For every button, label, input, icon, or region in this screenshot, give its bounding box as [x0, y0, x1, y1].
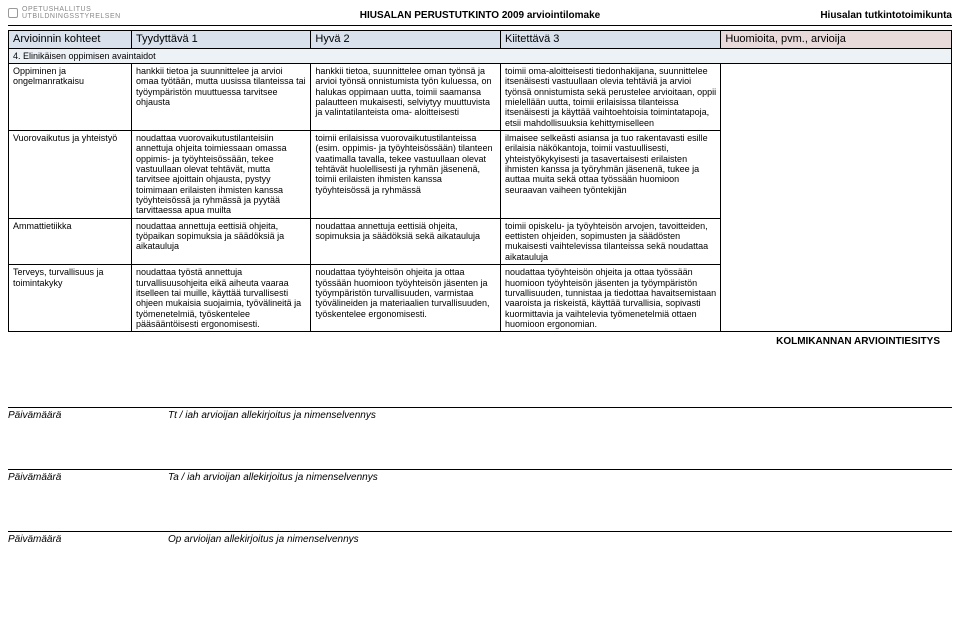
col-notes: Huomioita, pvm., arvioija	[721, 31, 952, 49]
row-c2: toimii erilaisissa vuorovaikutustilantei…	[311, 131, 501, 219]
logo-mark-icon	[8, 8, 18, 18]
signature-block: Päivämäärä Tt / iah arvioijan allekirjoi…	[8, 407, 952, 545]
row-c3: toimii oma-aloitteisesti tiedonhakijana,…	[501, 63, 721, 130]
rubric-table: Arvioinnin kohteet Tyydyttävä 1 Hyvä 2 K…	[8, 30, 952, 332]
row-c2: noudattaa annettuja eettisiä ohjeita, so…	[311, 218, 501, 264]
org-line2: UTBILDNINGSSTYRELSEN	[22, 13, 121, 20]
notes-cell[interactable]	[721, 63, 952, 331]
page-header: OPETUSHALLITUS UTBILDNINGSSTYRELSEN HIUS…	[8, 6, 952, 26]
committee-name: Hiusalan tutkintotoimikunta	[820, 10, 952, 21]
row-c3: ilmaisee selkeästi asiansa ja tuo rakent…	[501, 131, 721, 219]
col-k3: Kiitettävä 3	[501, 31, 721, 49]
signature-row: Päivämäärä Ta / iah arvioijan allekirjoi…	[8, 469, 952, 483]
sig-line-2: Ta / iah arvioijan allekirjoitus ja nime…	[168, 472, 378, 483]
table-header-row: Arvioinnin kohteet Tyydyttävä 1 Hyvä 2 K…	[9, 31, 952, 49]
row-c1: noudattaa työstä annettuja turvallisuuso…	[132, 265, 311, 332]
sig-date-label: Päivämäärä	[8, 534, 108, 545]
row-label: Ammattietiikka	[9, 218, 132, 264]
signature-row: Päivämäärä Tt / iah arvioijan allekirjoi…	[8, 407, 952, 421]
org-line1: OPETUSHALLITUS	[22, 6, 91, 13]
row-c2: hankkii tietoa, suunnittelee oman työnsä…	[311, 63, 501, 130]
row-c1: noudattaa vuorovaikutustilanteisiin anne…	[132, 131, 311, 219]
table-row: Oppiminen ja ongelmanratkaisu hankkii ti…	[9, 63, 952, 130]
row-label: Oppiminen ja ongelmanratkaisu	[9, 63, 132, 130]
section-title: 4. Elinikäisen oppimisen avaintaidot	[9, 48, 952, 63]
col-label: Arvioinnin kohteet	[9, 31, 132, 49]
row-label: Vuorovaikutus ja yhteistyö	[9, 131, 132, 219]
row-label: Terveys, turvallisuus ja toimintakyky	[9, 265, 132, 332]
sig-line-3: Op arvioijan allekirjoitus ja nimenselve…	[168, 534, 359, 545]
org-logo: OPETUSHALLITUS UTBILDNINGSSTYRELSEN	[8, 6, 121, 20]
doc-title: HIUSALAN PERUSTUTKINTO 2009 arviointilom…	[360, 10, 600, 21]
section-row: 4. Elinikäisen oppimisen avaintaidot	[9, 48, 952, 63]
row-c3: noudattaa työyhteisön ohjeita ja ottaa t…	[501, 265, 721, 332]
row-c1: noudattaa annettuja eettisiä ohjeita, ty…	[132, 218, 311, 264]
sig-date-label: Päivämäärä	[8, 472, 108, 483]
sig-date-label: Päivämäärä	[8, 410, 108, 421]
row-c1: hankkii tietoa ja suunnittelee ja arvioi…	[132, 63, 311, 130]
row-c2: noudattaa työyhteisön ohjeita ja ottaa t…	[311, 265, 501, 332]
signature-row: Päivämäärä Op arvioijan allekirjoitus ja…	[8, 531, 952, 545]
sig-line-1: Tt / iah arvioijan allekirjoitus ja nime…	[168, 410, 376, 421]
row-c3: toimii opiskelu- ja työyhteisön arvojen,…	[501, 218, 721, 264]
col-h2: Hyvä 2	[311, 31, 501, 49]
col-t1: Tyydyttävä 1	[132, 31, 311, 49]
tripartite-label: KOLMIKANNAN ARVIOINTIESITYS	[8, 336, 952, 347]
